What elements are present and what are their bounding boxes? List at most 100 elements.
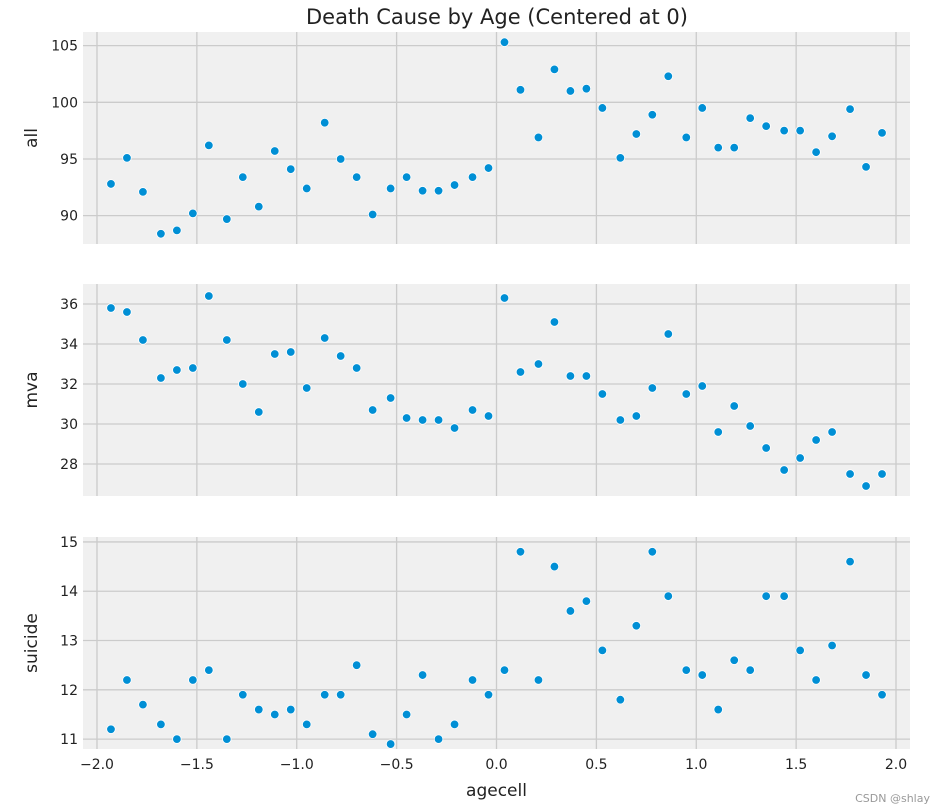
data-point [286, 164, 296, 174]
data-point [515, 85, 526, 95]
data-point [597, 645, 608, 656]
data-point [417, 415, 428, 425]
data-point [681, 132, 691, 143]
data-point [811, 147, 821, 157]
data-point [779, 591, 789, 601]
data-point [499, 665, 510, 675]
data-point [597, 103, 608, 113]
y-tick-label: 95 [60, 152, 78, 168]
data-point [597, 389, 608, 399]
data-point [615, 153, 626, 163]
data-point [697, 103, 707, 113]
data-point [106, 303, 116, 313]
data-point [845, 104, 855, 114]
data-point [861, 481, 871, 491]
data-point [222, 214, 232, 224]
data-point [581, 596, 592, 606]
y-axis-label: mva [22, 371, 42, 408]
data-point [320, 117, 330, 128]
data-point [222, 335, 232, 345]
data-point [549, 64, 560, 75]
data-point [172, 734, 182, 744]
data-point [320, 690, 330, 700]
data-point [729, 401, 739, 411]
y-tick-label: 100 [51, 95, 78, 111]
y-tick-label: 30 [60, 417, 78, 433]
data-point [302, 719, 312, 730]
data-point [467, 675, 478, 685]
data-point [401, 413, 412, 423]
data-point [795, 125, 805, 136]
y-tick-label: 13 [60, 634, 78, 650]
data-point [565, 86, 576, 96]
data-point [156, 229, 166, 239]
data-point [845, 469, 855, 479]
data-point [188, 208, 198, 219]
y-tick-label: 15 [60, 535, 78, 551]
y-tick-label: 14 [60, 584, 78, 600]
data-point [302, 383, 312, 393]
data-point [483, 411, 494, 421]
x-tick-label: 0.0 [485, 757, 507, 773]
data-point [385, 393, 396, 403]
data-point [270, 349, 280, 359]
data-point [647, 110, 658, 120]
data-point [647, 547, 658, 557]
data-point [335, 690, 346, 700]
data-point [254, 704, 264, 715]
data-point [647, 383, 658, 393]
data-point [515, 547, 526, 557]
data-point [565, 606, 576, 616]
data-point [302, 183, 312, 194]
x-tick-label: 1.5 [785, 757, 807, 773]
data-point [827, 131, 837, 141]
data-point [779, 125, 789, 136]
data-point [122, 307, 132, 317]
data-point [286, 704, 296, 715]
data-point [320, 333, 330, 343]
data-point [533, 675, 544, 685]
data-point [367, 209, 378, 220]
data-point [238, 379, 248, 389]
x-tick-label: −2.0 [80, 757, 114, 773]
y-axis-label: all [22, 128, 42, 148]
data-point [335, 351, 346, 361]
y-tick-label: 90 [60, 209, 78, 225]
data-point [270, 146, 280, 156]
data-point [417, 186, 428, 196]
data-point [845, 556, 855, 567]
y-tick-label: 11 [60, 732, 78, 748]
data-point [663, 71, 673, 81]
data-point [204, 291, 214, 301]
data-point [795, 645, 805, 656]
x-tick-label: −1.0 [280, 757, 314, 773]
data-point [745, 421, 755, 431]
data-point [367, 729, 378, 739]
data-point [713, 427, 723, 437]
data-point [697, 381, 707, 391]
data-point [499, 37, 510, 47]
data-point [631, 129, 642, 139]
data-point [515, 367, 526, 377]
data-point [449, 719, 460, 730]
data-point [433, 734, 444, 744]
data-point [335, 154, 346, 164]
data-point [729, 142, 739, 153]
data-point [138, 699, 148, 710]
data-point [549, 317, 560, 327]
data-point [238, 172, 248, 182]
data-point [433, 415, 444, 425]
data-point [827, 640, 837, 651]
subplot-mva: 28 30 32 34 36 mva [22, 284, 910, 496]
chart-title: Death Cause by Age (Centered at 0) [306, 5, 688, 29]
data-point [761, 443, 771, 453]
y-tick-label: 32 [60, 377, 78, 393]
data-point [156, 719, 166, 730]
data-point [122, 675, 132, 685]
data-point [417, 670, 428, 680]
data-point [138, 335, 148, 345]
data-point [615, 415, 626, 425]
data-point [449, 423, 460, 433]
subplot-all: 90 95 100 105 all [22, 32, 910, 244]
data-point [861, 670, 871, 680]
